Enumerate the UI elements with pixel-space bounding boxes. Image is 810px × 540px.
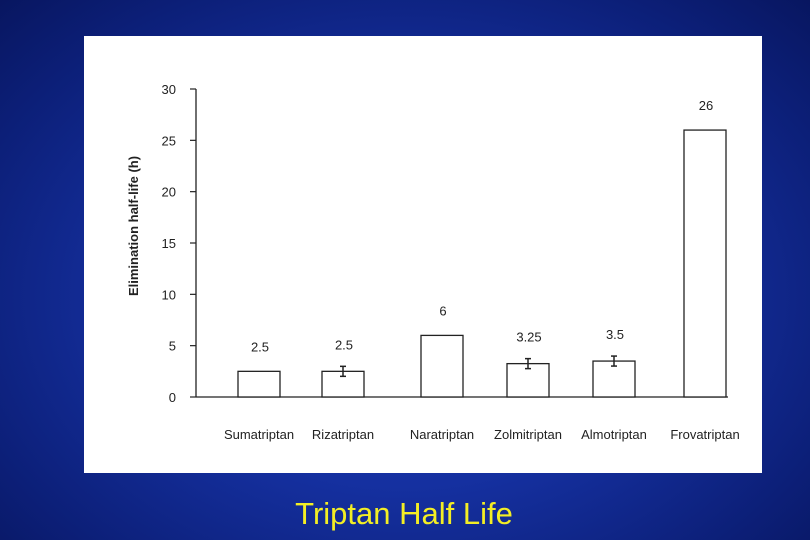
y-tick-label: 5 (169, 339, 176, 354)
error-bar (340, 365, 346, 378)
value-label: 3.25 (516, 330, 541, 345)
y-tick-label: 25 (162, 133, 176, 148)
y-tick-label: 20 (162, 185, 176, 200)
y-tick-label: 30 (162, 82, 176, 97)
category-label: Frovatriptan (670, 427, 739, 442)
bar-sumatriptan (237, 370, 281, 398)
value-label: 2.5 (335, 337, 353, 352)
error-bar (525, 357, 531, 370)
chart-panel: Elimination half-life (h) 0 5 10 15 20 25 30 2… (84, 36, 762, 473)
category-label: Almotriptan (581, 427, 647, 442)
category-label: Naratriptan (410, 427, 474, 442)
y-tick-label: 10 (162, 287, 176, 302)
value-label: 6 (439, 303, 446, 318)
value-label: 26 (699, 98, 713, 113)
category-label: Zolmitriptan (494, 427, 562, 442)
y-tick-label: 15 (162, 236, 176, 251)
category-label: Rizatriptan (312, 427, 374, 442)
y-axis-title: Elimination half-life (h) (126, 156, 141, 296)
slide-title: Triptan Half Life (295, 496, 513, 531)
bar-almotriptan (592, 360, 636, 398)
bar-frovatriptan (683, 129, 727, 398)
y-tick-label: 0 (169, 390, 176, 405)
value-label: 3.5 (606, 327, 624, 342)
category-label: Sumatriptan (224, 427, 294, 442)
bar-naratriptan (420, 334, 464, 398)
error-bar (611, 355, 617, 367)
value-label: 2.5 (251, 339, 269, 354)
bar-chart: Elimination half-life (h) 0 5 10 15 20 25 30 2… (126, 82, 740, 442)
